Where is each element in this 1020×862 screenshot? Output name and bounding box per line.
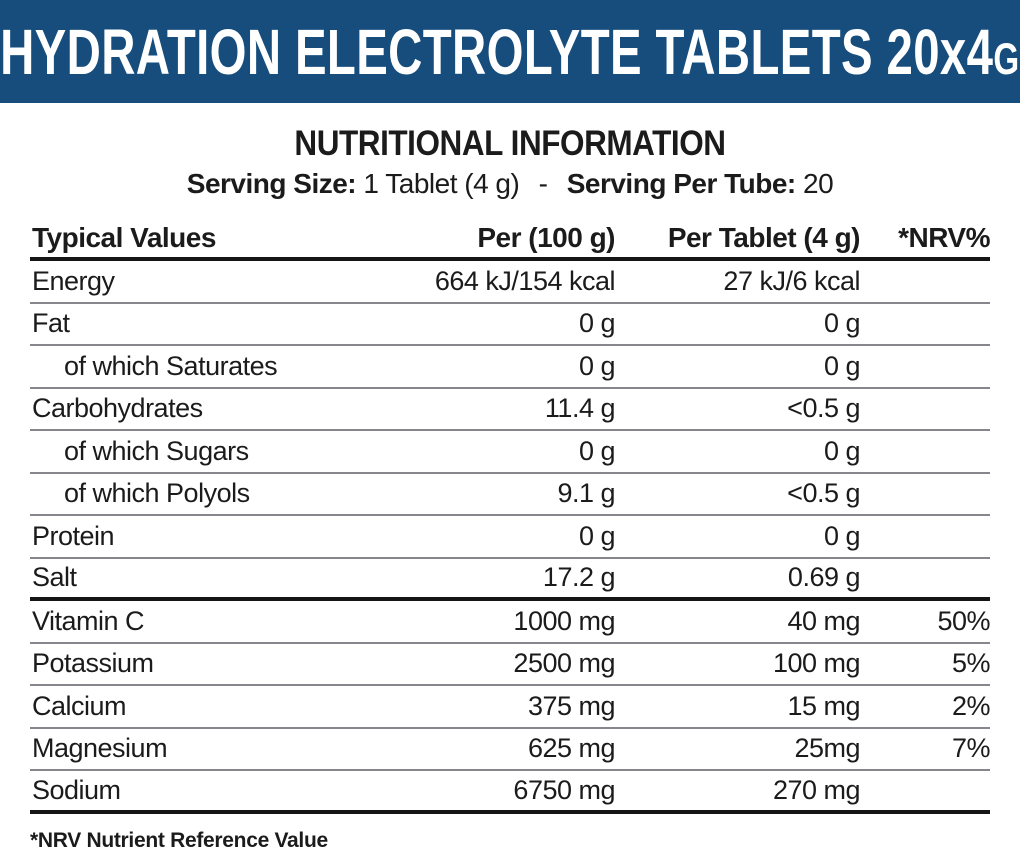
per-100g-value: 17.2 g (542, 562, 616, 593)
col-header-per-100g: Per (100 g) (477, 221, 615, 253)
per-100g-value: 0 g (578, 308, 616, 339)
row-label: Carbohydrates (32, 393, 203, 424)
table-body: Energy 664 kJ/154 kcal 27 kJ/6 kcal Fat 0 g 0… (30, 261, 991, 814)
table-row-magnesium: Magnesium 625 mg 25mg 7% (30, 729, 991, 771)
product-title-unit-suffix: G (993, 33, 1020, 84)
row-label: Calcium (32, 690, 127, 721)
nrv-value: 5% (951, 648, 991, 679)
per-tablet-value: 0 g (823, 435, 861, 466)
row-label: of which Sugars (64, 435, 249, 466)
per-100g-value: 9.1 g (557, 478, 615, 509)
per-tablet-value: 0 g (823, 520, 861, 551)
row-label: of which Polyols (64, 478, 250, 509)
table-row-of-which-polyols: of which Polyols 9.1 g <0.5 g (30, 474, 990, 516)
table-row-of-which-sugars: of which Sugars 0 g 0 g (30, 431, 990, 474)
table-row-potassium: Potassium 2500 mg 100 mg 5% (30, 644, 991, 686)
per-100g-value: 2500 mg (513, 648, 615, 679)
table-row-energy: Energy 664 kJ/154 kcal 27 kJ/6 kcal (30, 261, 990, 304)
per-100g-value: 11.4 g (544, 393, 616, 424)
serving-per-tube-label: Serving Per Tube: (566, 168, 797, 199)
per-100g-value: 1000 mg (513, 605, 615, 636)
table-row-salt: Salt 17.2 g 0.69 g (30, 559, 990, 601)
per-100g-value: 6750 mg (513, 774, 615, 805)
nrv-value: 2% (951, 690, 991, 721)
per-100g-value: 0 g (578, 435, 616, 466)
per-tablet-value: <0.5 g (787, 393, 860, 424)
row-label: Vitamin C (32, 605, 145, 636)
table-row-calcium: Calcium 375 mg 15 mg 2% (30, 686, 991, 729)
serving-separator: - (538, 168, 548, 199)
table-row-vitamin-c: Vitamin C 1000 mg 40 mg 50% (30, 601, 991, 644)
row-label: Fat (32, 308, 70, 339)
serving-size-value: 1 Tablet (4 g) (363, 168, 520, 199)
row-label: Energy (32, 265, 115, 296)
table-row-fat: Fat 0 g 0 g (30, 304, 990, 346)
row-label: Sodium (32, 774, 121, 805)
per-100g-value: 0 g (578, 520, 616, 551)
product-title: HYDRATION ELECTROLYTE TABLETS 20x4G (0, 20, 1019, 84)
table-row-carbohydrates: Carbohydrates 11.4 g <0.5 g (30, 389, 990, 431)
per-100g-value: 375 mg (527, 690, 616, 721)
row-label: Potassium (32, 648, 154, 679)
table-row-sodium: Sodium 6750 mg 270 mg (30, 771, 990, 814)
table-row-of-which-saturates: of which Saturates 0 g 0 g (30, 346, 990, 389)
row-label: Protein (32, 520, 115, 551)
col-header-typical-values: Typical Values (32, 221, 216, 253)
col-header-nrv-percent: *NRV% (898, 221, 990, 253)
per-tablet-value: 27 kJ/6 kcal (723, 265, 860, 296)
per-100g-value: 0 g (578, 350, 616, 381)
table-header-row: Typical Values Per (100 g) Per Tablet (4… (30, 218, 991, 261)
serving-size-label: Serving Size: (186, 168, 357, 199)
per-tablet-value: 0 g (823, 308, 861, 339)
table-row-protein: Protein 0 g 0 g (30, 516, 990, 559)
nutrition-table: Typical Values Per (100 g) Per Tablet (4… (30, 218, 991, 814)
per-tablet-value: <0.5 g (787, 478, 860, 509)
section-title: NUTRITIONAL INFORMATION (294, 124, 726, 163)
row-label: Salt (32, 562, 77, 593)
nrv-footnote: *NRV Nutrient Reference Value (30, 828, 328, 852)
serving-info-line: Serving Size: 1 Tablet (4 g) - Serving P… (0, 168, 1020, 200)
per-tablet-value: 40 mg (787, 605, 860, 636)
per-tablet-value: 270 mg (772, 774, 861, 805)
per-tablet-value: 100 mg (772, 648, 861, 679)
per-tablet-value: 0 g (823, 350, 861, 381)
col-header-per-tablet: Per Tablet (4 g) (667, 221, 861, 253)
nrv-value: 50% (937, 605, 990, 636)
product-title-text: HYDRATION ELECTROLYTE TABLETS 20x4 (0, 15, 994, 88)
product-banner: HYDRATION ELECTROLYTE TABLETS 20x4G (0, 0, 1020, 103)
per-100g-value: 625 mg (527, 733, 616, 764)
per-100g-value: 664 kJ/154 kcal (434, 265, 616, 296)
per-tablet-value: 0.69 g (787, 562, 861, 593)
per-tablet-value: 25mg (794, 733, 860, 764)
nrv-value: 7% (951, 733, 991, 764)
row-label: of which Saturates (64, 350, 278, 381)
per-tablet-value: 15 mg (787, 690, 860, 721)
serving-per-tube-value: 20 (803, 168, 834, 199)
row-label: Magnesium (32, 733, 168, 764)
